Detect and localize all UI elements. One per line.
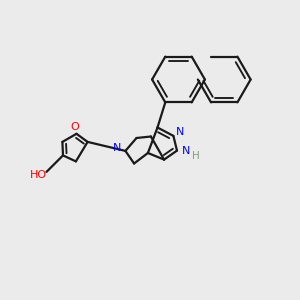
Text: O: O [70, 122, 80, 132]
Text: H: H [192, 151, 200, 161]
Text: N: N [113, 143, 121, 153]
Text: HO: HO [29, 170, 47, 180]
Text: N: N [182, 146, 190, 156]
Text: N: N [176, 127, 184, 137]
